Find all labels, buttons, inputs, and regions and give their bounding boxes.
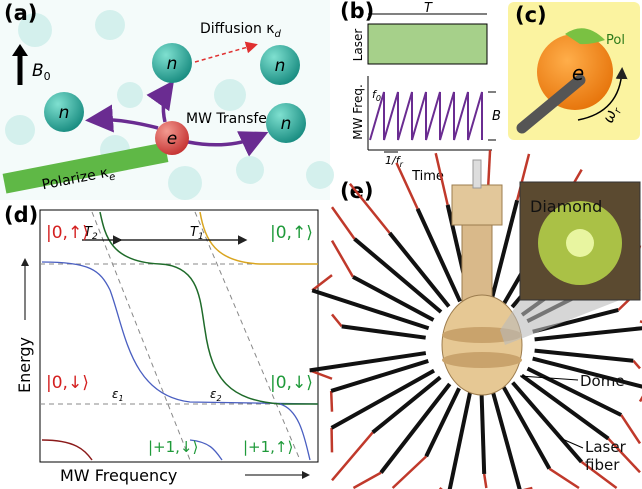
fiber bbox=[332, 314, 342, 326]
fiber-sleeve bbox=[535, 351, 634, 361]
panel-c: (c) e Pol ωr bbox=[508, 2, 640, 140]
nucleus-label: n bbox=[59, 103, 70, 123]
bandwidth-label: B bbox=[492, 109, 501, 124]
state-label: |0,↑⟩ bbox=[46, 223, 89, 243]
panel-label: (d) bbox=[4, 203, 38, 227]
axis-label: MW Frequency bbox=[60, 466, 177, 485]
fiber bbox=[549, 469, 579, 488]
fiber bbox=[332, 207, 354, 239]
fiber-sleeve bbox=[482, 392, 485, 474]
figure: Polarize κe B0 Diffusion κd MW Transfer … bbox=[0, 0, 642, 489]
electron-label: e bbox=[167, 129, 177, 149]
text-line: Laser bbox=[585, 438, 627, 456]
t1-label: T1 bbox=[190, 225, 204, 242]
text: r bbox=[400, 160, 404, 169]
sweep bbox=[370, 92, 482, 140]
period-label: T bbox=[424, 1, 433, 16]
nucleus-label: n bbox=[167, 54, 178, 74]
panel-a: Polarize κe B0 Diffusion κd MW Transfer … bbox=[0, 0, 334, 200]
text: 0 bbox=[44, 70, 51, 83]
panel-b: (b) T Laser f0 B 1/fr MW Freq. Time bbox=[340, 0, 501, 184]
electron-label: e bbox=[572, 61, 584, 85]
laser-fiber-label: Laserfiber bbox=[585, 438, 627, 474]
text: 1 bbox=[198, 232, 204, 242]
fiber bbox=[393, 456, 427, 488]
text: B bbox=[32, 61, 44, 81]
text: 1 bbox=[119, 394, 124, 403]
fiber-sleeve bbox=[342, 326, 426, 337]
rate-label: 1/fr bbox=[385, 154, 404, 169]
laser-pulse bbox=[368, 24, 487, 64]
axis-label: Laser bbox=[351, 29, 365, 62]
state-label: |0,↓⟩ bbox=[46, 373, 89, 393]
nucleus-label: n bbox=[275, 56, 286, 76]
text: 0 bbox=[376, 94, 381, 103]
panel-label: (a) bbox=[4, 1, 37, 25]
fiber bbox=[633, 361, 640, 369]
text: 2 bbox=[92, 232, 98, 242]
fiber bbox=[484, 474, 486, 488]
fiber bbox=[332, 241, 353, 277]
text: 2 bbox=[217, 394, 222, 403]
panel-d: (d) T2 T1 ε1 ε2 |0,↑⟩ |0,↑⟩ |0,↓⟩ |0,↓⟩ … bbox=[4, 203, 318, 485]
fiber bbox=[353, 473, 381, 488]
plot-frame bbox=[40, 210, 318, 462]
state-label: |0,↓⟩ bbox=[270, 373, 313, 393]
inset-center bbox=[566, 229, 594, 257]
f0-label: f0 bbox=[372, 88, 381, 103]
energy-level bbox=[42, 440, 92, 460]
text: d bbox=[275, 29, 282, 40]
dome-band bbox=[442, 352, 522, 368]
fiber bbox=[332, 432, 373, 480]
text: Diffusion κ bbox=[200, 21, 275, 37]
panel-e: (e) DiamondDomeLaserfiber bbox=[310, 150, 642, 489]
mount-top bbox=[452, 185, 502, 225]
fiber bbox=[331, 391, 332, 412]
e1-label: ε1 bbox=[112, 387, 124, 403]
panel-label: (c) bbox=[515, 3, 547, 27]
fiber-sleeve bbox=[332, 371, 434, 428]
nucleus-label: n bbox=[281, 114, 292, 134]
e2-label: ε2 bbox=[210, 387, 222, 403]
diabatic-lines bbox=[40, 212, 318, 460]
fiber-sleeve bbox=[353, 277, 434, 320]
inlet bbox=[473, 160, 481, 188]
axis-label: Energy bbox=[15, 337, 34, 393]
diamond-label: Diamond bbox=[530, 197, 602, 216]
state-label: |+1,↑⟩ bbox=[243, 438, 293, 456]
pol-label: Pol bbox=[606, 33, 625, 48]
fiber bbox=[312, 275, 332, 290]
fiber-sleeve bbox=[426, 388, 459, 456]
panel-label: (b) bbox=[340, 0, 374, 23]
axis-label: MW Freq. bbox=[351, 84, 365, 140]
dome-label: Dome bbox=[580, 372, 625, 390]
text-line: fiber bbox=[585, 456, 620, 474]
state-label: |+1,↓⟩ bbox=[148, 438, 198, 456]
state-label: |0,↑⟩ bbox=[270, 223, 313, 243]
dome bbox=[442, 295, 522, 395]
